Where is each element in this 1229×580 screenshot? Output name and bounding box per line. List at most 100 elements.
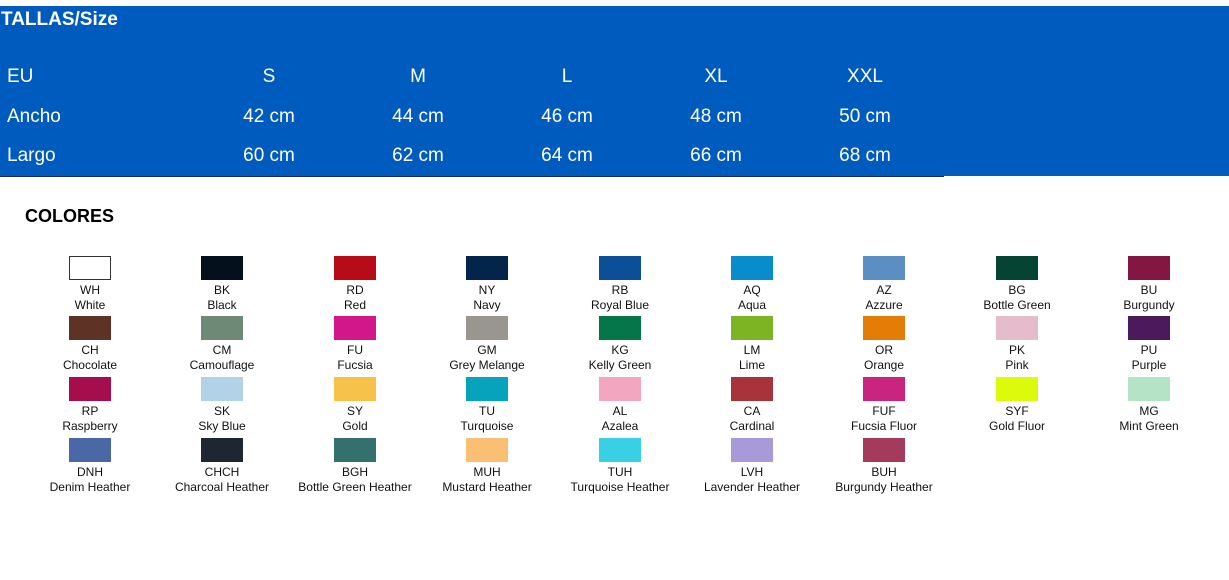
color-name: Bottle Green Heather [298, 480, 412, 494]
color-code: BU [1140, 283, 1158, 297]
color-name: Black [207, 298, 237, 312]
color-name: Royal Blue [590, 298, 650, 312]
size-cell: 66 cm [690, 145, 742, 166]
color-name: Azzure [865, 298, 903, 312]
color-swatch: CH Chocolate [25, 316, 155, 373]
color-box [731, 256, 773, 280]
color-name: Navy [473, 298, 501, 312]
color-box [996, 256, 1038, 280]
color-name: White [74, 298, 106, 312]
size-cell: L [561, 66, 573, 87]
color-box [599, 377, 641, 401]
size-table-title: TALLAS/Size [1, 9, 118, 30]
color-box [1128, 256, 1170, 280]
color-code: PU [1140, 343, 1158, 357]
color-code: TU [479, 404, 495, 418]
color-box [466, 438, 508, 462]
color-box [466, 377, 508, 401]
color-swatch: PU Purple [1084, 316, 1214, 373]
color-code: LM [743, 343, 761, 357]
color-swatch: DNH Denim Heather [25, 438, 155, 495]
color-swatch: SY Gold [290, 377, 420, 434]
color-swatch: BG Bottle Green [952, 256, 1082, 313]
color-swatch: FUF Fucsia Fluor [819, 377, 949, 434]
size-cell: 46 cm [541, 106, 593, 127]
color-name: Chocolate [62, 358, 118, 372]
color-name: Orange [863, 358, 905, 372]
color-box [731, 438, 773, 462]
color-name: Red [343, 298, 366, 312]
color-box [69, 377, 111, 401]
color-swatch: GM Grey Melange [422, 316, 552, 373]
color-code: SY [346, 404, 363, 418]
color-swatch: TUH Turquoise Heather [555, 438, 685, 495]
color-code: RD [346, 283, 364, 297]
color-name: Kelly Green [588, 358, 652, 372]
color-box [334, 256, 376, 280]
color-code: RB [611, 283, 629, 297]
color-code: CA [743, 404, 761, 418]
color-box [466, 256, 508, 280]
color-box [731, 377, 773, 401]
color-name: Fucsia Fluor [850, 419, 918, 433]
color-name: Lavender Heather [703, 480, 801, 494]
color-name: Aqua [737, 298, 767, 312]
color-name: Turquoise [460, 419, 514, 433]
color-box [863, 256, 905, 280]
color-code: FU [347, 343, 363, 357]
colors-title: COLORES [25, 206, 115, 226]
color-box [996, 377, 1038, 401]
color-code: BG [1008, 283, 1026, 297]
color-code: MG [1139, 404, 1159, 418]
color-name: Lime [738, 358, 765, 372]
size-cell: 62 cm [392, 145, 444, 166]
color-box [69, 316, 111, 340]
color-name: Pink [1005, 358, 1029, 372]
color-name: Raspberry [62, 419, 118, 433]
color-name: Bottle Green [983, 298, 1051, 312]
color-box [334, 377, 376, 401]
size-cell: 60 cm [243, 145, 295, 166]
color-code: LVH [740, 465, 764, 479]
color-box [466, 316, 508, 340]
color-code: SYF [1005, 404, 1029, 418]
color-swatch: FU Fucsia [290, 316, 420, 373]
color-code: AL [612, 404, 628, 418]
color-code: WH [80, 283, 100, 297]
color-code: GM [477, 343, 497, 357]
color-box [1128, 377, 1170, 401]
color-code: AQ [743, 283, 761, 297]
color-swatch: BUH Burgundy Heather [819, 438, 949, 495]
color-swatch: LM Lime [687, 316, 817, 373]
color-name: Camouflage [189, 358, 255, 372]
color-swatch: CHCH Charcoal Heather [157, 438, 287, 495]
size-cell: XL [704, 66, 728, 87]
color-name: Mint Green [1119, 419, 1179, 433]
color-name: Sky Blue [198, 419, 246, 433]
color-swatch: OR Orange [819, 316, 949, 373]
color-code: DNH [77, 465, 103, 479]
color-box [863, 438, 905, 462]
color-code: SK [213, 404, 230, 418]
color-name: Burgundy [1123, 298, 1175, 312]
color-code: KG [611, 343, 629, 357]
row-label: EU [7, 66, 34, 87]
color-box [731, 316, 773, 340]
size-table: TALLAS/Size EU S M L XL XXL Ancho 42 cm 44 cm 46 … [0, 6, 1229, 176]
color-box [1128, 316, 1170, 340]
color-name: Purple [1131, 358, 1167, 372]
color-swatch: BGH Bottle Green Heather [290, 438, 420, 495]
color-box [863, 316, 905, 340]
color-code: AZ [876, 283, 892, 297]
size-cell: 48 cm [690, 106, 742, 127]
color-box [201, 256, 243, 280]
color-swatch: CA Cardinal [687, 377, 817, 434]
size-cell: 68 cm [839, 145, 891, 166]
color-swatch: NY Navy [422, 256, 552, 313]
color-swatch: MG Mint Green [1084, 377, 1214, 434]
color-name: Gold [342, 419, 368, 433]
color-box [599, 438, 641, 462]
color-name: Cardinal [729, 419, 775, 433]
color-code: MUH [473, 465, 501, 479]
color-name: Charcoal Heather [174, 480, 270, 494]
